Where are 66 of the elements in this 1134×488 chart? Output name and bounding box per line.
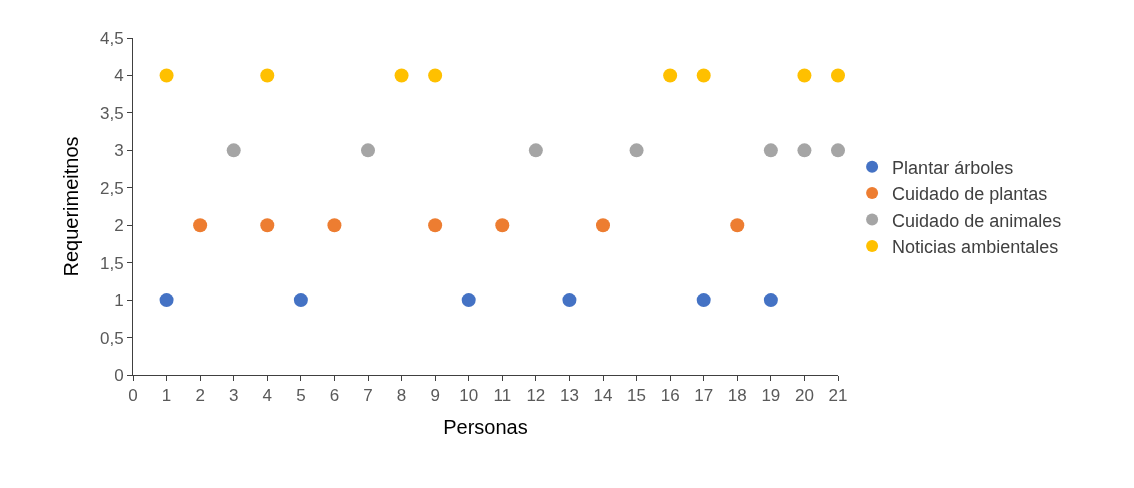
y-tick-label: 2,5	[99, 178, 124, 198]
point	[797, 143, 812, 158]
x-tick-label: 4	[262, 386, 273, 406]
x-tick-label: 18	[727, 386, 747, 406]
point	[159, 68, 174, 83]
point	[327, 218, 342, 233]
point	[428, 218, 443, 233]
point	[763, 293, 778, 308]
point	[226, 143, 241, 158]
point	[696, 293, 711, 308]
x-axis-title: Personas	[443, 415, 528, 438]
x-tick-label: 9	[430, 386, 440, 406]
point	[394, 68, 409, 83]
x-tick-label: 8	[396, 386, 407, 406]
point	[629, 143, 644, 158]
y-tick-label: 4	[114, 66, 124, 86]
x-tick-label: 10	[459, 386, 479, 406]
y-tick-label: 3	[114, 141, 124, 161]
y-tick-label: 3,5	[99, 103, 124, 123]
legend-label: Plantar árboles	[892, 157, 1014, 178]
point	[596, 218, 610, 233]
x-tick-label: 15	[627, 386, 647, 406]
point	[260, 218, 275, 233]
x-tick-label: 19	[761, 386, 781, 406]
legend-label: Noticias ambientales	[892, 236, 1059, 257]
x-tick-label: 3	[228, 386, 239, 406]
point	[763, 143, 778, 158]
point	[495, 218, 510, 233]
point	[663, 68, 678, 83]
y-tick-label: 0	[114, 365, 124, 385]
y-axis-title: Requerimeitnos	[60, 136, 83, 277]
point	[696, 68, 711, 83]
x-tick-label: 0	[128, 386, 138, 406]
y-tick-label: 4,5	[99, 28, 124, 48]
y-tick-label: 1,5	[99, 253, 124, 273]
point	[797, 68, 812, 83]
point	[562, 293, 577, 308]
point	[159, 293, 174, 308]
y-tick-label: 0,5	[99, 328, 124, 348]
point	[361, 143, 375, 158]
x-tick-label: 13	[559, 386, 579, 406]
point	[831, 68, 845, 83]
x-tick-label: 17	[694, 386, 714, 406]
x-tick-label: 16	[660, 386, 680, 406]
x-tick-label: 20	[794, 386, 814, 406]
y-tick-label: 2	[114, 216, 124, 236]
x-tick-label: 21	[828, 386, 848, 406]
point	[730, 218, 745, 233]
point	[293, 293, 308, 308]
point	[528, 143, 543, 158]
point	[428, 68, 443, 83]
x-tick-label: 12	[526, 386, 546, 406]
point	[461, 293, 476, 308]
x-tick-label: 1	[161, 386, 172, 406]
x-tick-label: 11	[493, 386, 512, 406]
point	[193, 218, 208, 233]
legend-label: Cuidado de plantas	[892, 184, 1048, 205]
y-tick-label: 1	[114, 291, 124, 311]
x-tick-label: 6	[329, 386, 340, 406]
x-tick-label: 5	[296, 386, 306, 406]
point	[831, 143, 845, 158]
legend-label: Cuidado de animales	[892, 210, 1062, 231]
point	[260, 68, 275, 83]
x-tick-label: 2	[195, 386, 205, 406]
x-tick-label: 7	[363, 386, 373, 406]
x-tick-label: 14	[593, 386, 613, 406]
